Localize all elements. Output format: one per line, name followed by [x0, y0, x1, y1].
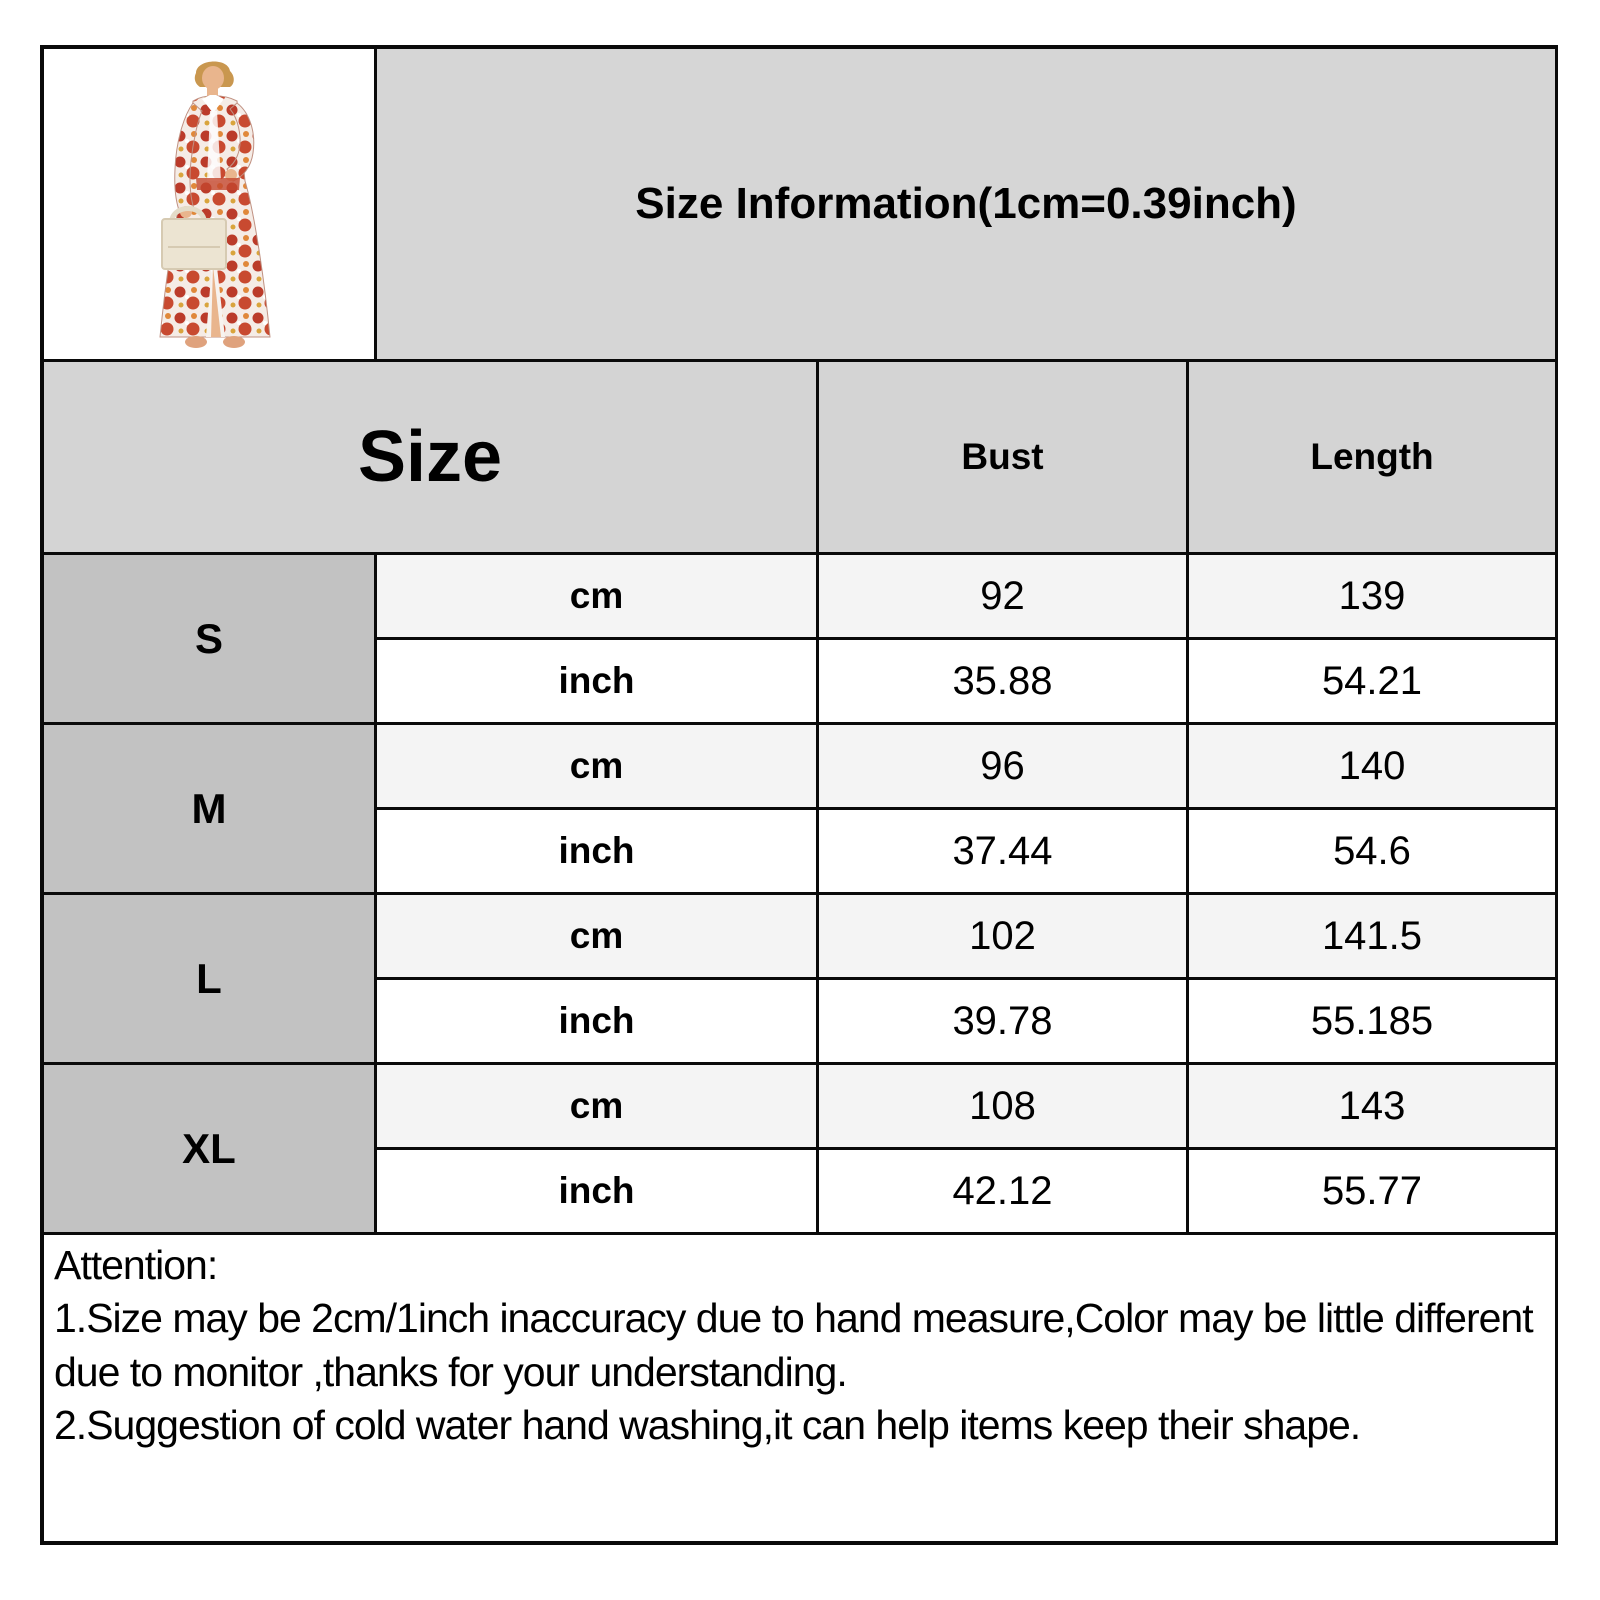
unit-cell-cm: cm [377, 555, 816, 637]
size-label-xl: XL [44, 1065, 374, 1232]
unit-cell-inch: inch [377, 1150, 816, 1232]
product-image-cell [44, 49, 374, 359]
size-information-title: Size Information(1cm=0.39inch) [377, 49, 1555, 359]
bust-xl-cm: 108 [819, 1065, 1186, 1147]
bust-m-cm: 96 [819, 725, 1186, 807]
size-information-table: Size Information(1cm=0.39inch) Size Bust… [40, 45, 1558, 1545]
attention-note-2: 2.Suggestion of cold water hand washing,… [54, 1401, 1361, 1448]
size-label-l: L [44, 895, 374, 1062]
unit-cell-inch: inch [377, 810, 816, 892]
length-xl-inch: 55.77 [1189, 1150, 1555, 1232]
column-header-bust: Bust [819, 362, 1186, 552]
bust-s-cm: 92 [819, 555, 1186, 637]
size-label-s: S [44, 555, 374, 722]
bust-m-inch: 37.44 [819, 810, 1186, 892]
length-m-cm: 140 [1189, 725, 1555, 807]
length-l-cm: 141.5 [1189, 895, 1555, 977]
column-header-size: Size [44, 362, 816, 552]
unit-cell-inch: inch [377, 980, 816, 1062]
bust-l-cm: 102 [819, 895, 1186, 977]
dress-product-image [159, 61, 271, 348]
attention-note: Attention: 1.Size may be 2cm/1inch inacc… [44, 1235, 1555, 1541]
length-m-inch: 54.6 [1189, 810, 1555, 892]
unit-cell-cm: cm [377, 725, 816, 807]
length-l-inch: 55.185 [1189, 980, 1555, 1062]
size-label-m: M [44, 725, 374, 892]
length-s-cm: 139 [1189, 555, 1555, 637]
length-xl-cm: 143 [1189, 1065, 1555, 1147]
bust-xl-inch: 42.12 [819, 1150, 1186, 1232]
length-s-inch: 54.21 [1189, 640, 1555, 722]
unit-cell-cm: cm [377, 1065, 816, 1147]
attention-heading: Attention: [54, 1242, 218, 1288]
column-header-length: Length [1189, 362, 1555, 552]
bust-s-inch: 35.88 [819, 640, 1186, 722]
unit-cell-cm: cm [377, 895, 816, 977]
bust-l-inch: 39.78 [819, 980, 1186, 1062]
unit-cell-inch: inch [377, 640, 816, 722]
attention-note-1: 1.Size may be 2cm/1inch inaccuracy due t… [54, 1295, 1534, 1395]
